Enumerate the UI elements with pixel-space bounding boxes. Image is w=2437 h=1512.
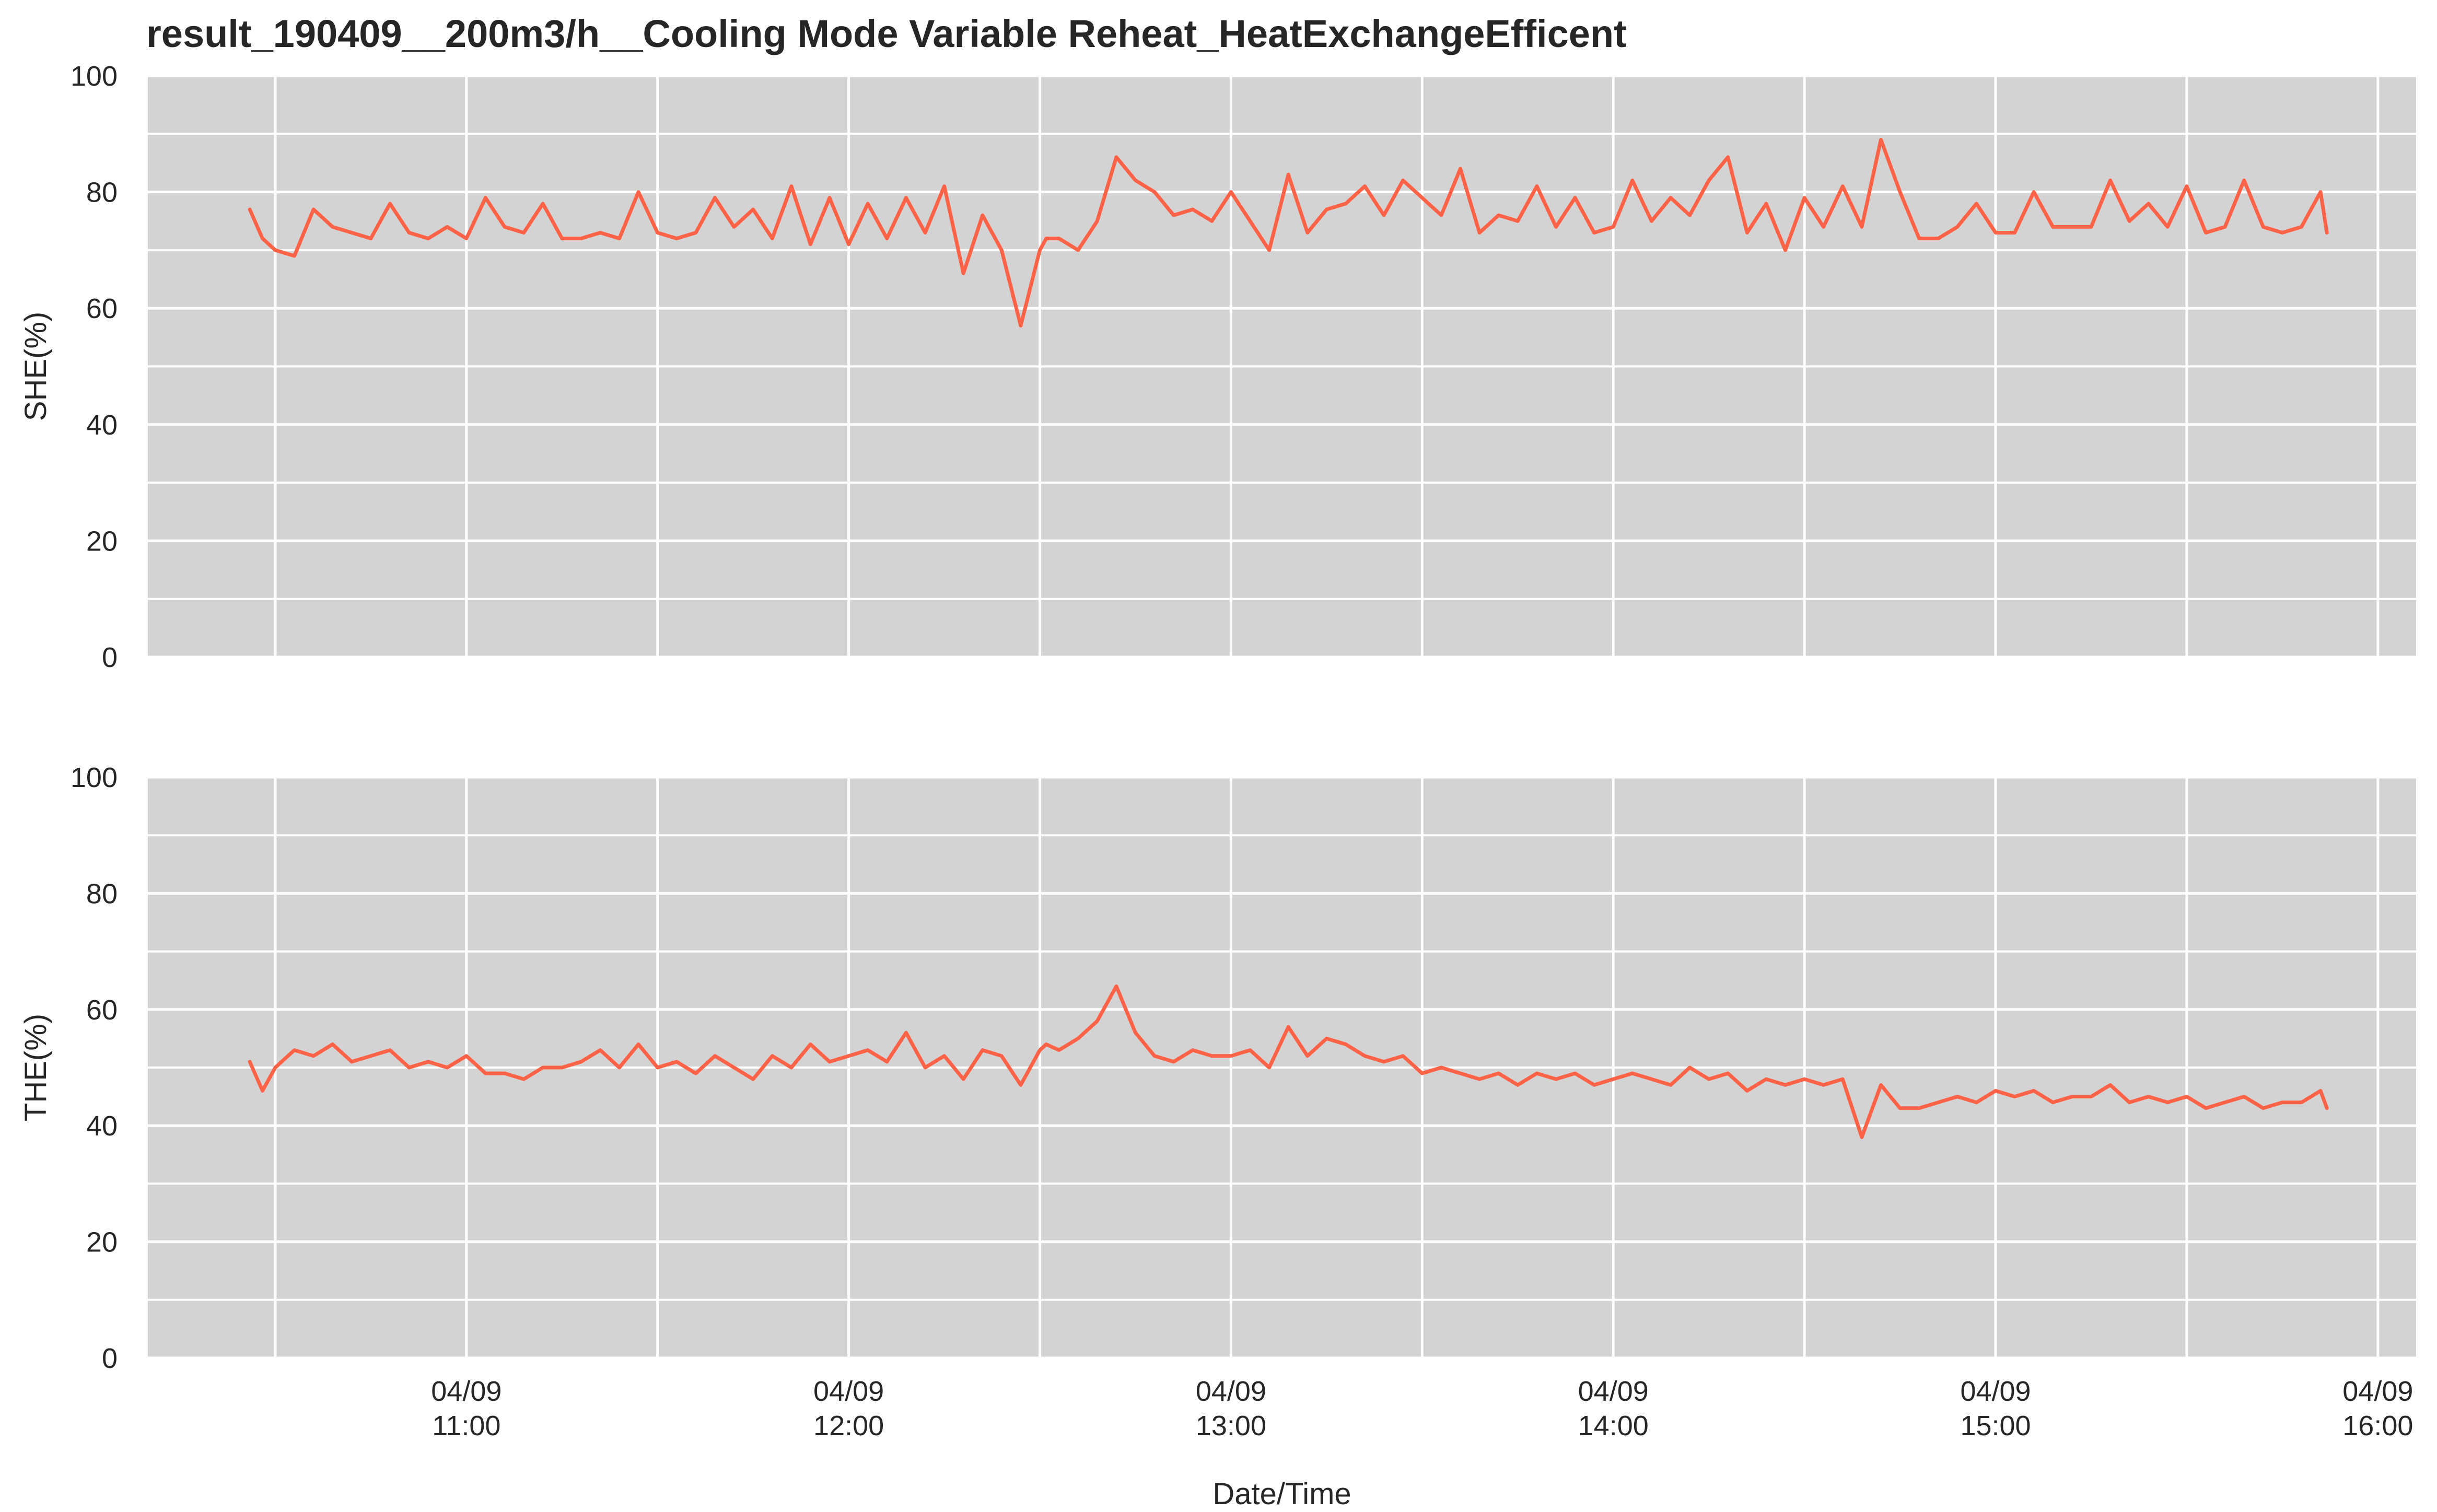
- x-tick-label-time: 15:00: [1960, 1410, 2031, 1441]
- series-line: [248, 984, 2329, 1139]
- x-tick-label-time: 14:00: [1578, 1410, 1649, 1441]
- x-axis-label: Date/Time: [1212, 1477, 1351, 1511]
- y-tick-label: 80: [86, 177, 118, 208]
- y-tick-label: 40: [86, 1110, 118, 1142]
- y-tick-label: 100: [71, 762, 118, 793]
- x-tick-label-date: 04/09: [2342, 1376, 2413, 1407]
- y-tick-label: 80: [86, 878, 118, 909]
- y-axis-label: SHE(%): [19, 312, 53, 421]
- series-line: [248, 137, 2329, 328]
- x-tick-label-date: 04/09: [431, 1376, 502, 1407]
- x-tick-label-time: 13:00: [1196, 1410, 1266, 1441]
- x-tick-label-time: 11:00: [432, 1410, 500, 1441]
- x-tick-label-date: 04/09: [1578, 1376, 1649, 1407]
- x-tick-label-date: 04/09: [813, 1376, 884, 1407]
- y-tick-label: 60: [86, 293, 118, 324]
- y-tick-label: 100: [71, 61, 118, 92]
- x-tick-label-date: 04/09: [1960, 1376, 2031, 1407]
- y-tick-label: 20: [86, 525, 118, 557]
- y-tick-label: 0: [102, 642, 118, 673]
- x-tick-label-time: 16:00: [2342, 1410, 2413, 1441]
- y-tick-label: 20: [86, 1227, 118, 1258]
- y-axis-label: THE(%): [19, 1014, 53, 1121]
- y-tick-label: 40: [86, 409, 118, 441]
- y-tick-label: 60: [86, 994, 118, 1026]
- y-tick-label: 0: [102, 1343, 118, 1374]
- x-tick-label-date: 04/09: [1196, 1376, 1266, 1407]
- x-tick-label-time: 12:00: [813, 1410, 884, 1441]
- chart-title: result_190409__200m3/h__Cooling Mode Var…: [146, 12, 1627, 55]
